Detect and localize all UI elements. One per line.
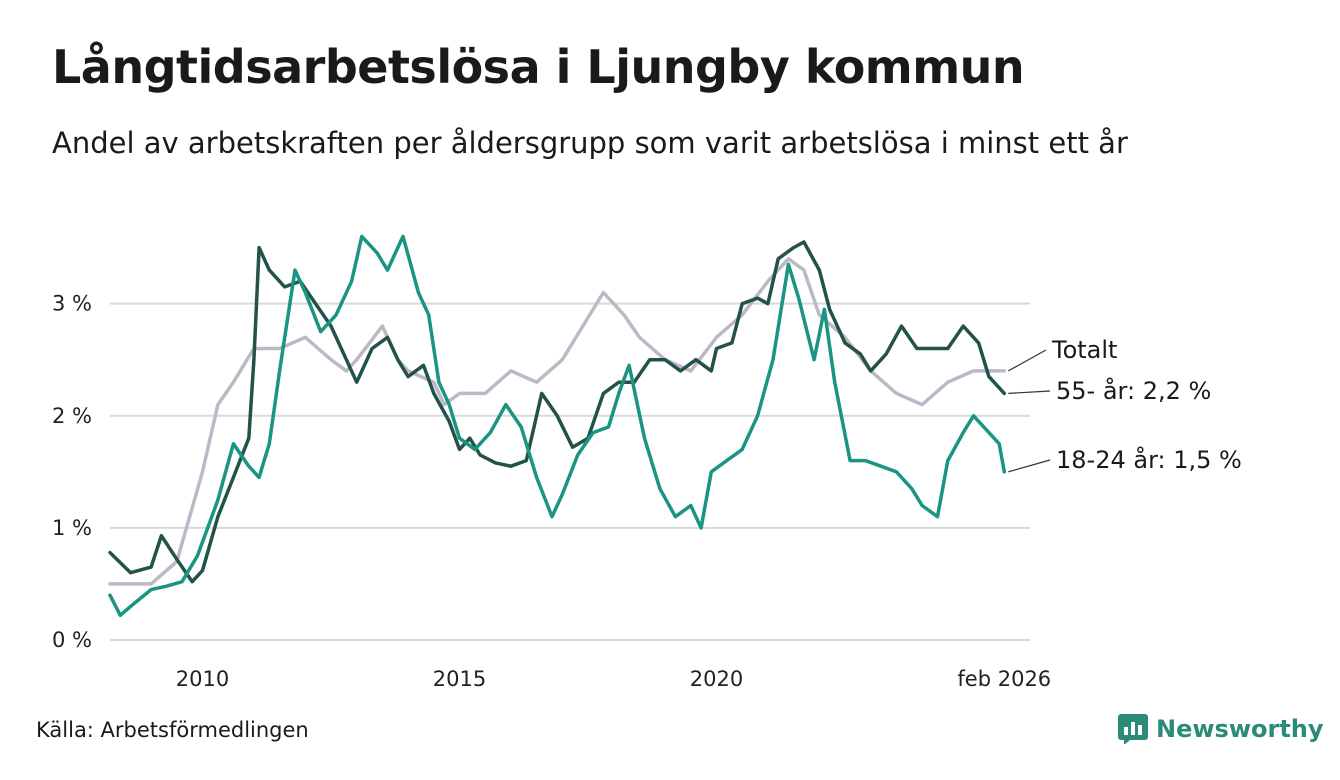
leader-line-age18: [1008, 459, 1051, 473]
x-tick-label-0: 2010: [176, 667, 229, 691]
series-lines: [108, 234, 1007, 618]
leader-line-totalt: [1008, 349, 1047, 372]
end-label-age18: 18-24 år: 1,5 %: [1056, 445, 1242, 474]
gridlines: [110, 302, 1030, 641]
y-tick-label-3: 3 %: [52, 292, 92, 316]
series-line-age18: [108, 234, 1007, 618]
x-axis-tick-labels: 2010 2015 2020 feb 2026: [176, 667, 1051, 691]
y-axis-tick-labels: 0 % 1 % 2 % 3 %: [52, 292, 92, 652]
y-tick-label-2: 2 %: [52, 404, 92, 428]
leader-line-age55: [1008, 390, 1051, 394]
x-tick-label-3: feb 2026: [957, 667, 1051, 691]
x-tick-label-2: 2020: [690, 667, 743, 691]
brand-name: Newsworthy: [1156, 715, 1324, 743]
y-tick-label-0: 0 %: [52, 628, 92, 652]
newsworthy-logo-icon: [1118, 714, 1148, 744]
series-line-age55: [108, 240, 1007, 584]
end-label-age55: 55- år: 2,2 %: [1056, 376, 1211, 405]
y-tick-label-1: 1 %: [52, 516, 92, 540]
series-line-totalt: [108, 257, 1007, 586]
series-end-labels: Totalt 55- år: 2,2 % 18-24 år: 1,5 %: [1008, 336, 1242, 474]
line-chart: 0 % 1 % 2 % 3 % 2010 2015 2020 feb 2026 Totalt…: [52, 234, 1242, 691]
chart-title: Långtidsarbetslösa i Ljungby kommun: [52, 40, 1025, 94]
source-note: Källa: Arbetsförmedlingen: [36, 718, 309, 742]
x-tick-label-1: 2015: [433, 667, 486, 691]
end-label-totalt: Totalt: [1051, 336, 1117, 364]
chart-subtitle: Andel av arbetskraften per åldersgrupp s…: [52, 126, 1128, 160]
brand-logo[interactable]: Newsworthy: [1118, 714, 1324, 744]
